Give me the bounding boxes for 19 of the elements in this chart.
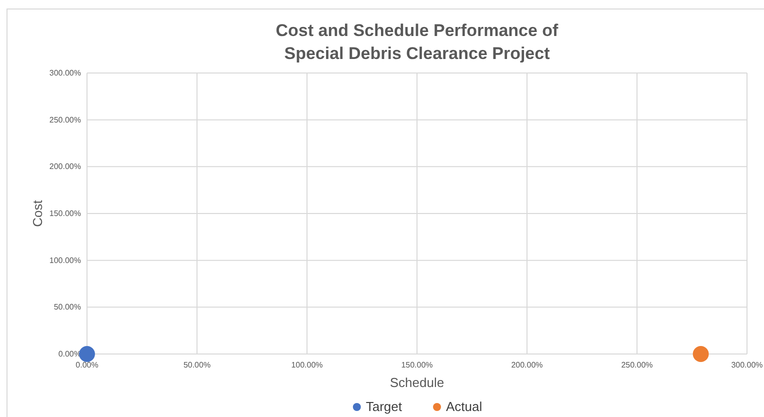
y-tick-label: 150.00%: [49, 209, 81, 218]
y-tick-label: 200.00%: [49, 162, 81, 172]
x-tick-label: 250.00%: [621, 360, 653, 370]
x-tick-label: 300.00%: [731, 360, 763, 370]
y-tick-label: 100.00%: [49, 256, 81, 265]
x-tick-label: 150.00%: [401, 360, 433, 370]
y-tick-label: 250.00%: [49, 115, 81, 124]
legend-label: Target: [366, 399, 402, 414]
y-axis-title: Cost: [30, 200, 45, 227]
chart-title: Cost and Schedule Performance of Special Debris Clearance Project: [276, 21, 559, 63]
x-tick-label: 0.00%: [76, 360, 98, 370]
y-tick-label: 300.00%: [49, 68, 81, 78]
y-tick-label: 50.00%: [54, 302, 81, 312]
x-tick-label: 50.00%: [183, 360, 211, 370]
x-tick-label: 200.00%: [511, 360, 543, 370]
x-tick-label: 100.00%: [291, 360, 323, 370]
y-tick-label: 0.00%: [58, 350, 81, 359]
x-axis-title: Schedule: [390, 375, 444, 390]
legend-label: Actual: [446, 399, 482, 414]
